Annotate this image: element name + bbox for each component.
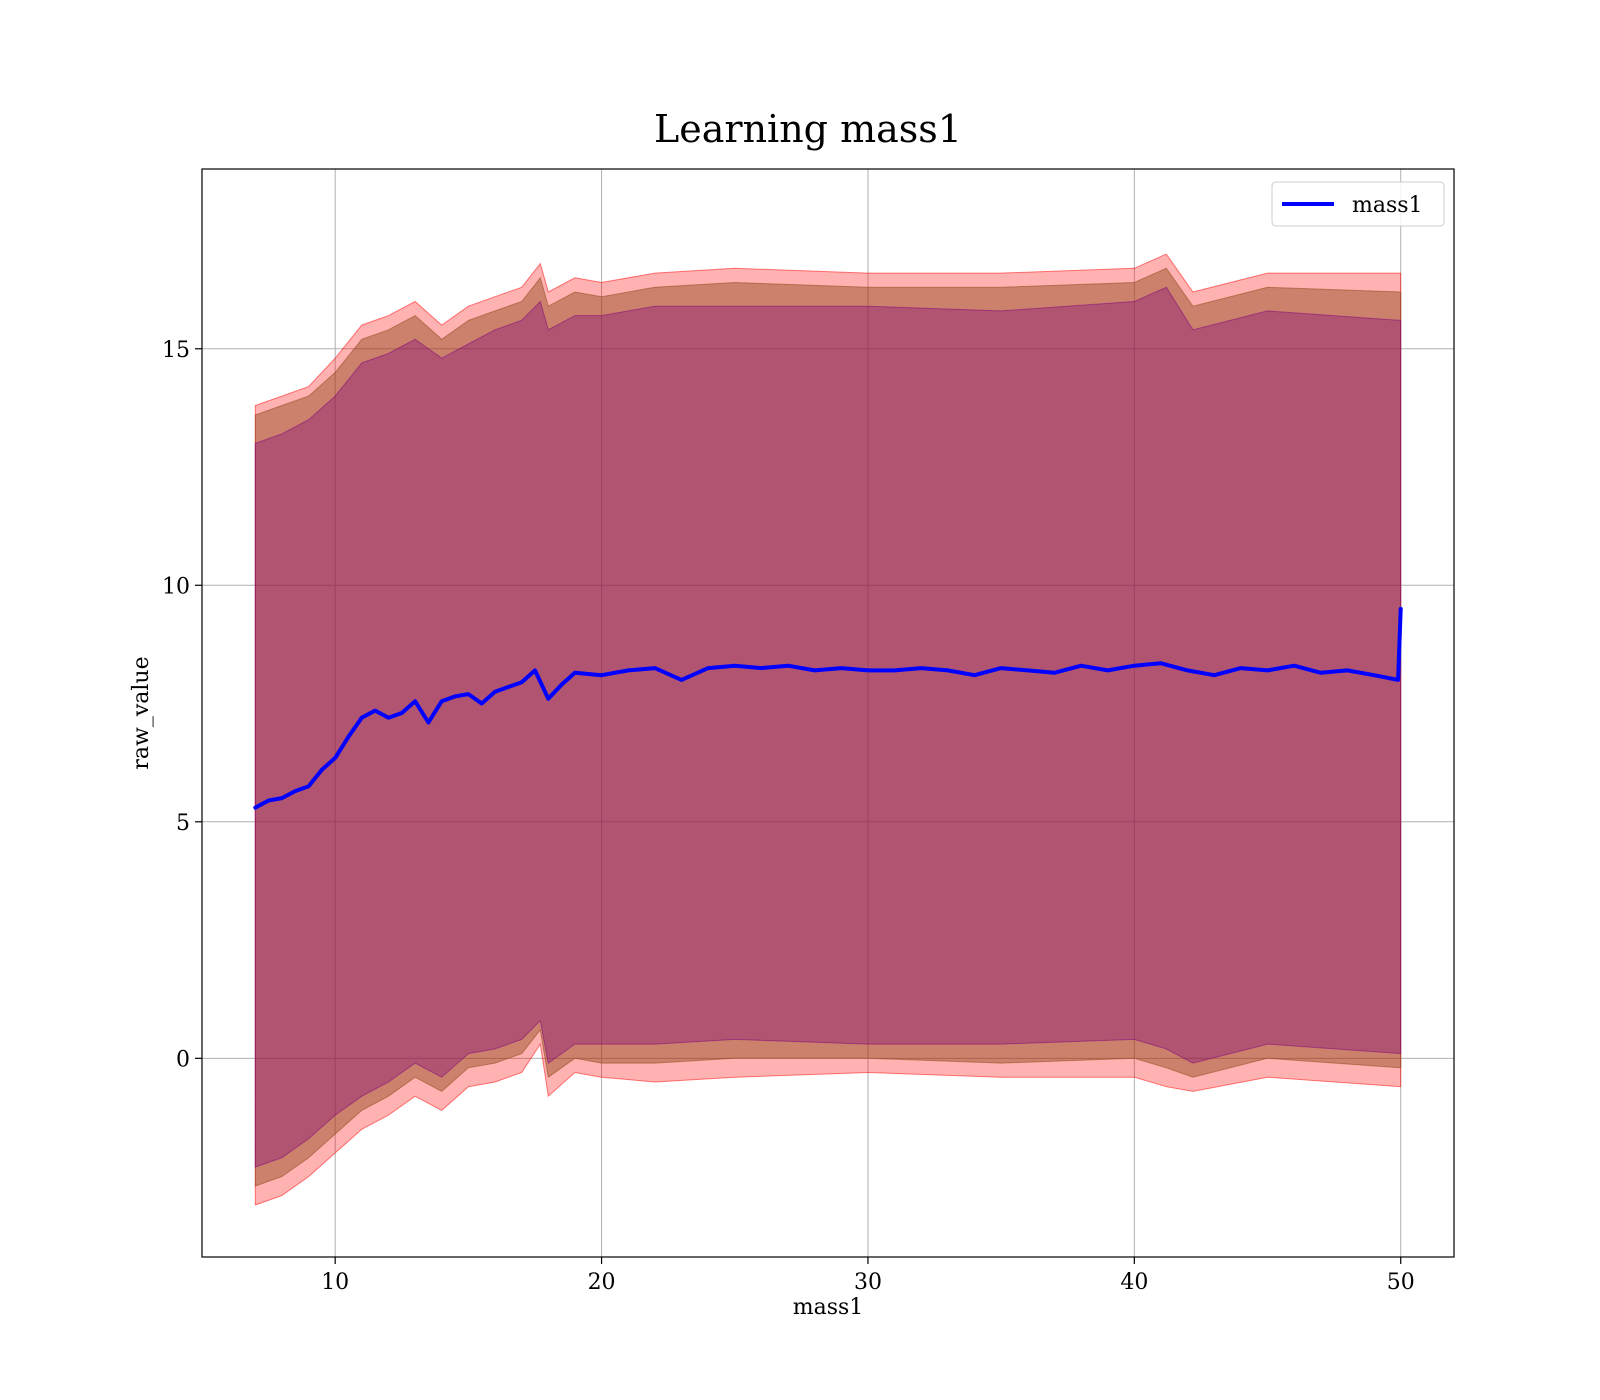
y-axis-label: raw_value [129,656,154,769]
y-tick-label: 10 [162,574,190,599]
x-tick-label: 50 [1387,1270,1415,1295]
chart-title: Learning mass1 [654,107,962,151]
axis-ticks: 10 20 30 40 50 0 5 10 15 [162,338,1415,1295]
x-tick-label: 30 [854,1270,882,1295]
x-axis-label: mass1 [793,1295,864,1320]
y-tick-label: 0 [176,1047,190,1072]
x-tick-label: 10 [321,1270,349,1295]
y-tick-label: 5 [176,811,190,836]
y-tick-label: 15 [162,338,190,363]
confidence-bands [254,253,1402,1206]
legend-box [1271,181,1445,227]
band-2 [254,286,1402,1168]
legend-label-mass1: mass1 [1352,193,1423,218]
band-0 [254,253,1402,1206]
x-tick-label: 20 [588,1270,616,1295]
plot-frame [201,168,1455,1258]
x-tick-label: 40 [1120,1270,1148,1295]
band-1 [254,267,1402,1187]
series-lines [253,606,1403,810]
legend: mass1 [1271,181,1445,227]
